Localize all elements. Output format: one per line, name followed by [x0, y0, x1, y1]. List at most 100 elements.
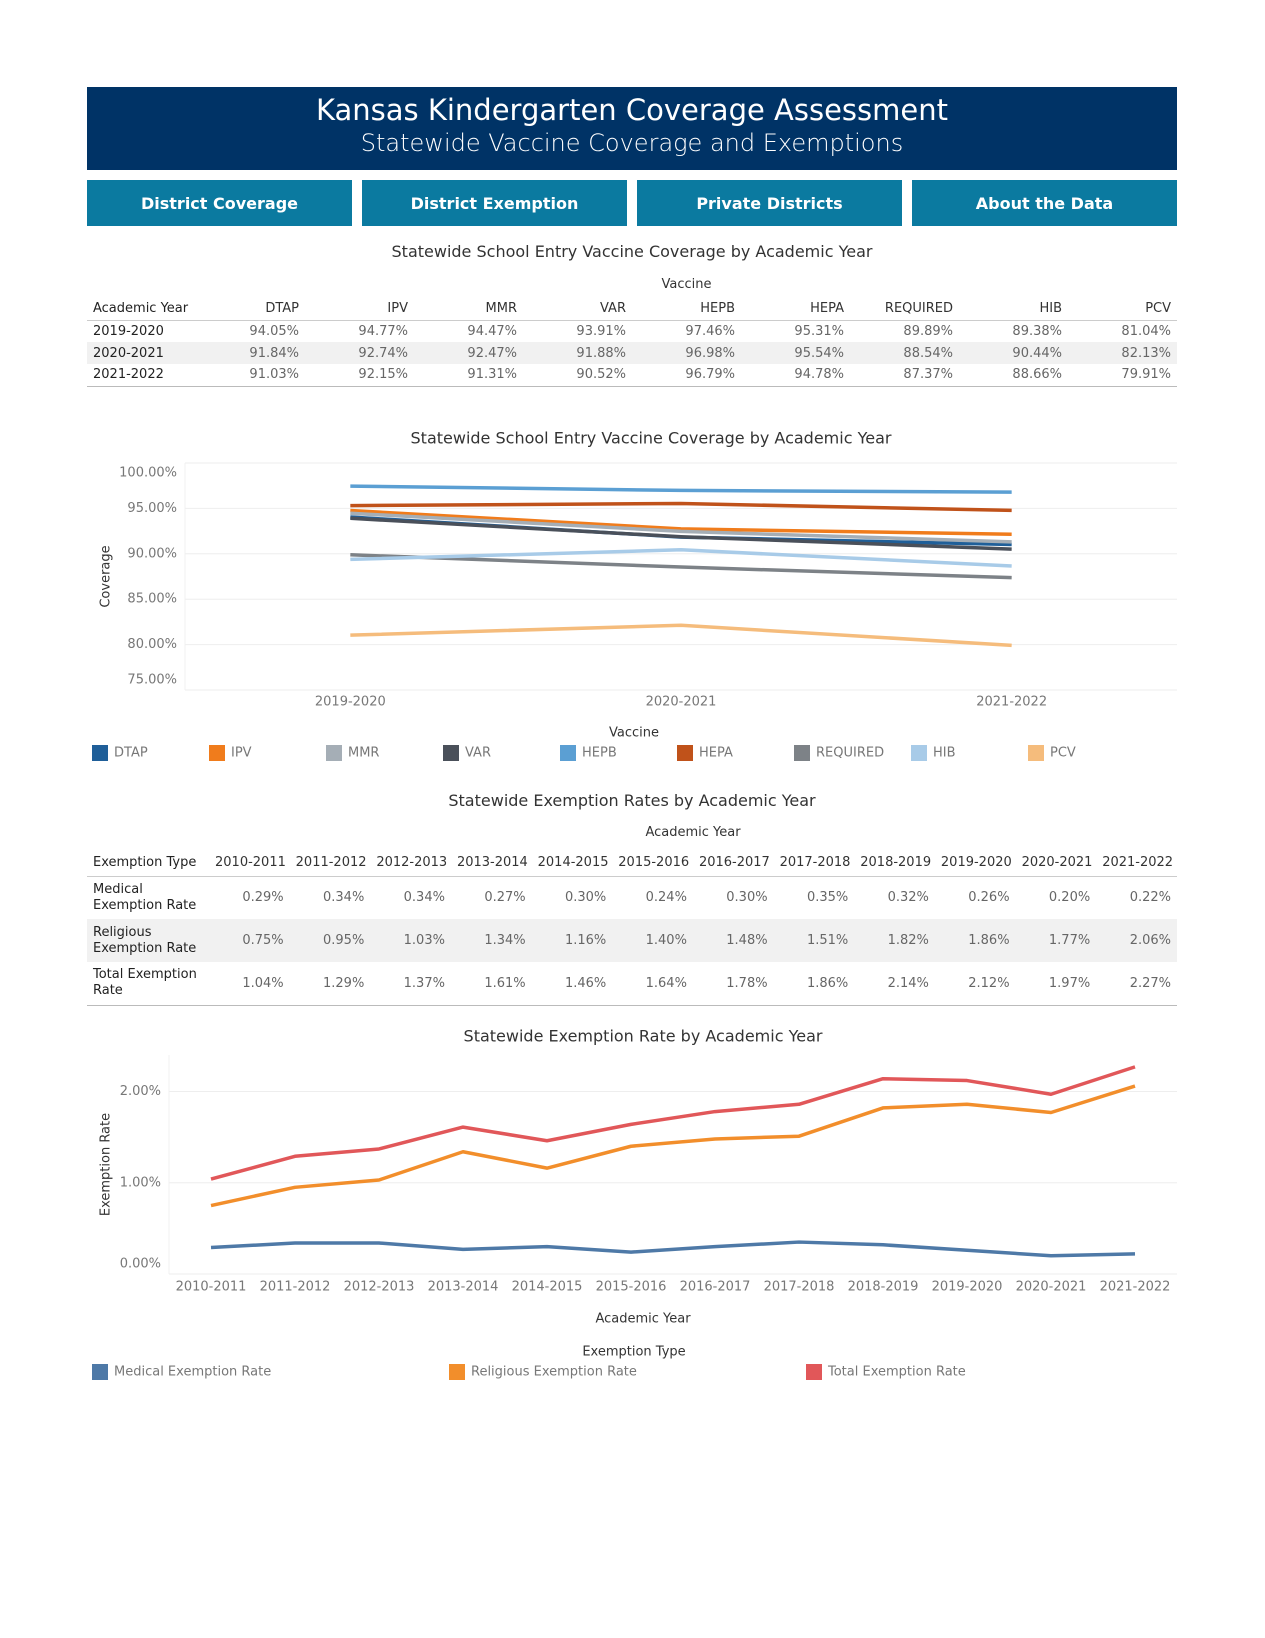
series-line	[350, 501, 1012, 513]
table-cell: 1.04%	[242, 975, 284, 991]
column-header: DTAP	[196, 298, 305, 321]
column-header: 2011-2012	[289, 850, 371, 877]
series-line	[350, 484, 1012, 494]
nav-button[interactable]: District Coverage	[87, 180, 352, 226]
table-cell: 0.26%	[968, 890, 1010, 906]
column-header: HEPB	[632, 298, 741, 321]
column-header: VAR	[523, 298, 632, 321]
table-cell: 1.82%	[854, 919, 935, 962]
column-header: 2010-2011	[209, 850, 290, 877]
legend-label: REQUIRED	[816, 746, 884, 761]
table-cell: 92.15%	[358, 367, 408, 383]
legend-label: HEPA	[699, 746, 733, 761]
legend-swatch	[92, 745, 108, 761]
table-cell: 90.44%	[959, 342, 1068, 364]
x-tick-label: 2021-2022	[976, 695, 1047, 710]
table-cell: 0.29%	[242, 890, 284, 906]
table-cell: 94.05%	[249, 323, 299, 339]
x-tick-label: 2019-2020	[315, 695, 386, 710]
column-header: 2012-2013	[370, 850, 451, 877]
x-tick-label: 2019-2020	[932, 1280, 1003, 1295]
legend-label: HIB	[933, 746, 956, 761]
table-cell: 91.84%	[196, 342, 305, 364]
table-cell: 94.47%	[467, 323, 517, 339]
table-cell: 0.34%	[403, 890, 445, 906]
chart-title: Statewide School Entry Vaccine Coverage …	[411, 429, 892, 448]
legend-label: VAR	[465, 746, 491, 761]
column-header: Academic Year	[87, 298, 196, 321]
table-cell: 96.79%	[685, 367, 735, 383]
table-cell: 92.47%	[414, 342, 523, 364]
table-cell: 0.75%	[209, 919, 290, 962]
legend-title: Vaccine	[609, 726, 659, 741]
table-cell: Medical Exemption Rate	[93, 881, 197, 913]
table-cell: 1.40%	[612, 919, 693, 962]
data-table: Exemption Type 2010-2011 2011-2012 2012-201…	[87, 850, 1177, 1006]
table-cell: 91.03%	[249, 367, 299, 383]
header-row: Academic Year DTAP IPV MMR VAR HEPB HEPA REQUIR…	[87, 298, 1177, 321]
y-tick-label: 85.00%	[127, 592, 177, 607]
table-cell: 81.04%	[1121, 323, 1171, 339]
legend-label: MMR	[348, 746, 379, 761]
table-row: Medical Exemption Rate 0.29% 0.34% 0.34% 0.2…	[87, 876, 1177, 919]
series-line	[210, 1065, 1136, 1181]
x-tick-label: 2010-2011	[176, 1280, 247, 1295]
page-title: Kansas Kindergarten Coverage Assessment	[315, 93, 948, 127]
legend-swatch	[92, 1364, 108, 1380]
series-line	[350, 516, 1012, 551]
table-cell: Total Exemption Rate	[93, 967, 197, 999]
x-tick-label: 2018-2019	[848, 1280, 919, 1295]
legend-swatch	[443, 745, 459, 761]
x-tick-label: 2015-2016	[596, 1280, 667, 1295]
legend-label: DTAP	[114, 746, 148, 761]
legend-swatch	[209, 745, 225, 761]
x-tick-label: 2017-2018	[764, 1280, 835, 1295]
y-tick-label: 80.00%	[127, 637, 177, 652]
table-cell: 95.54%	[741, 342, 850, 364]
nav-button[interactable]: About the Data	[912, 180, 1177, 226]
legend-swatch	[911, 745, 927, 761]
table-cell: Religious Exemption Rate	[87, 919, 209, 962]
table-cell: 2.27%	[1129, 975, 1171, 991]
table-cell: 2019-2020	[93, 323, 164, 339]
y-axis-title: Coverage	[99, 545, 114, 607]
column-header: 2020-2021	[1015, 850, 1097, 877]
x-tick-label: 2021-2022	[1100, 1280, 1171, 1295]
column-header: Exemption Type	[87, 850, 209, 877]
legend-label: Religious Exemption Rate	[471, 1365, 637, 1380]
table-group-label: Vaccine	[661, 277, 712, 292]
nav-button[interactable]: Private Districts	[637, 180, 902, 226]
legend-swatch	[677, 745, 693, 761]
table-cell: 2021-2022	[93, 367, 164, 383]
y-tick-label: 90.00%	[127, 546, 177, 561]
table-cell: 1.86%	[806, 975, 849, 991]
column-header: 2018-2019	[854, 850, 935, 877]
table-cell: 92.74%	[305, 342, 414, 364]
nav-button[interactable]: District Exemption	[362, 180, 627, 226]
table-cell: 94.77%	[358, 323, 408, 339]
x-tick-label: 2012-2013	[344, 1280, 415, 1295]
column-header: MMR	[414, 298, 523, 321]
x-tick-label: 2013-2014	[428, 1280, 499, 1295]
table-cell: 96.98%	[632, 342, 741, 364]
table-cell: 93.91%	[576, 323, 626, 339]
table-title: Statewide Exemption Rates by Academic Ye…	[448, 791, 816, 810]
legend-label: PCV	[1050, 746, 1076, 761]
chart-title: Statewide Exemption Rate by Academic Yea…	[464, 1027, 823, 1046]
legend-swatch	[806, 1364, 822, 1380]
table-cell: 0.27%	[484, 890, 526, 906]
table-cell: 97.46%	[685, 323, 735, 339]
column-header: 2013-2014	[450, 850, 532, 877]
y-tick-label: 0.00%	[120, 1257, 161, 1272]
table-cell: 0.30%	[726, 890, 768, 906]
legend-swatch	[326, 745, 342, 761]
column-header: HEPA	[741, 298, 850, 321]
table-cell: 0.34%	[323, 890, 365, 906]
banner: Kansas Kindergarten Coverage Assessment …	[87, 87, 1177, 170]
legend-swatch	[1028, 745, 1044, 761]
table-cell: 91.31%	[467, 367, 517, 383]
table-cell: 1.16%	[531, 919, 613, 962]
table-cell: 0.35%	[806, 890, 849, 906]
page-subtitle: Statewide Vaccine Coverage and Exemption…	[360, 129, 904, 157]
